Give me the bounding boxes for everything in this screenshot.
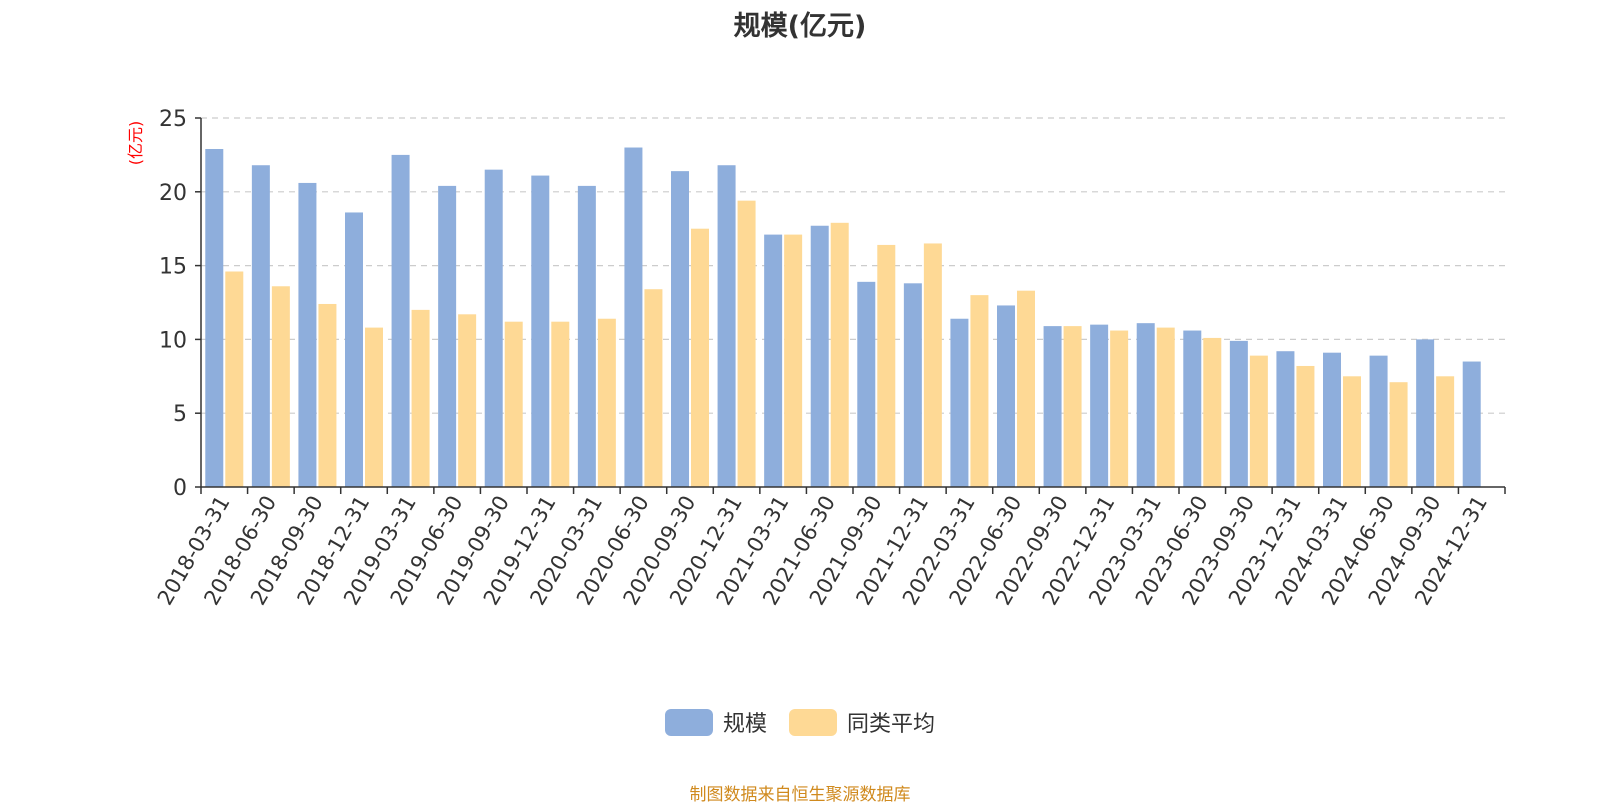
bar-series1 [857,281,876,487]
bar-series2 [691,228,709,487]
bars [205,147,1481,488]
y-tick-label: 15 [159,255,187,280]
bar-series1 [1276,351,1295,487]
bar-series1 [1183,330,1202,487]
bar-series1 [251,165,270,487]
y-tick-label: 25 [159,107,187,132]
bar-series1 [484,169,503,487]
bar-series1 [1369,355,1388,487]
bar-series2 [1436,376,1455,487]
bar-series2 [1389,382,1408,487]
bar-series1 [1229,340,1248,487]
y-axis-unit-label: (亿元) [126,121,145,166]
bar-series1 [531,175,550,487]
bar-series2 [1017,290,1035,487]
bar-series1 [1323,352,1341,487]
bar-series2 [970,295,989,487]
bar-series2 [597,318,616,487]
bar-series2 [737,200,756,487]
y-tick-label: 20 [159,181,187,206]
bar-series2 [1249,355,1268,487]
legend: 规模 同类平均 [0,706,1600,738]
grid-lines [201,117,1505,414]
legend-item-series1[interactable]: 规模 [664,706,767,738]
bar-series2 [1110,330,1129,487]
bar-series2 [1296,365,1315,487]
bar-series2 [784,234,803,487]
y-tick-label: 0 [173,476,187,501]
bar-series1 [577,185,596,487]
bar-series1 [1416,339,1435,487]
bar-series2 [1343,376,1361,487]
bar-series1 [391,154,410,487]
bar-series1 [1136,323,1155,487]
bar-series2 [365,327,383,487]
y-tick-label: 5 [173,402,187,427]
bar-series2 [318,303,337,487]
y-tick-label: 10 [159,328,187,353]
chart-title: 规模(亿元) [733,11,867,42]
bar-series2 [271,286,290,487]
source-note: 制图数据来自恒生聚源数据库 [689,785,911,805]
legend-swatch-series2 [789,708,837,736]
bar-series1 [810,225,829,488]
legend-label-series1: 规模 [722,712,767,737]
bar-series2 [1063,326,1082,487]
bar-series1 [717,165,736,487]
bar-series1 [438,185,457,487]
bar-series2 [411,309,430,487]
bar-series2 [225,271,244,487]
legend-label-series2: 同类平均 [847,712,936,737]
bar-series1 [205,148,224,487]
bar-series2 [830,222,849,487]
bar-series2 [458,314,477,487]
bar-series1 [764,234,783,487]
bar-series2 [504,321,523,487]
bar-series2 [1203,337,1222,487]
bar-series1 [950,318,969,487]
bar-series1 [1090,324,1109,487]
bar-series1 [671,171,689,488]
bar-series1 [624,147,643,487]
bar-series2 [644,289,663,487]
bar-series2 [551,321,570,487]
legend-swatch-series1 [664,708,713,736]
bar-series1 [997,305,1015,487]
bar-series1 [345,212,363,488]
bar-series2 [1156,327,1175,487]
bar-series1 [1043,326,1062,487]
bar-series2 [877,244,896,487]
bar-series2 [923,243,942,487]
bar-series1 [298,182,317,487]
legend-item-series2[interactable]: 同类平均 [789,706,935,738]
bar-series1 [903,283,922,487]
bar-series1 [1462,361,1481,487]
